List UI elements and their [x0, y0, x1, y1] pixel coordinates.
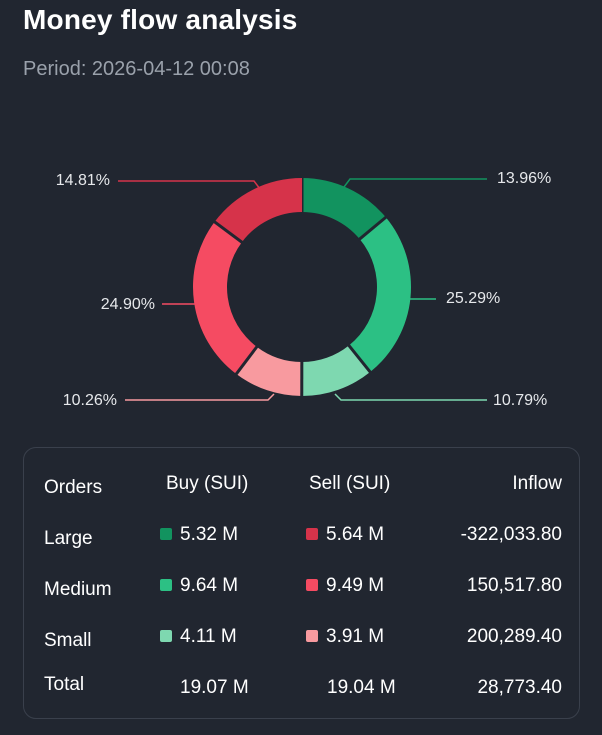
money-flow-donut-chart: 13.96% 25.29% 10.79% 10.26% 24.90% 14.81%	[56, 170, 552, 409]
header-sell: Sell (SUI)	[309, 473, 391, 494]
leader-line-large-buy	[343, 178, 487, 188]
row-total-label: Total	[44, 674, 85, 695]
slice-label-small-sell: 10.26%	[63, 392, 117, 409]
large-sell-swatch	[306, 528, 318, 540]
slice-label-medium-sell: 24.90%	[101, 296, 155, 313]
period-label: Period: 2026-04-12 00:08	[23, 58, 250, 80]
row-large-buy: 5.32 M	[160, 524, 238, 546]
row-medium-buy: 9.64 M	[160, 575, 238, 597]
donut-slice-large-sell	[214, 178, 302, 243]
row-medium-inflow: 150,517.80	[466, 575, 562, 596]
donut-separator	[212, 219, 245, 245]
donut-separator	[346, 343, 373, 375]
leader-line-large-sell	[118, 180, 261, 190]
row-total-buy: 19.07 M	[180, 677, 249, 698]
leader-line-small-sell	[125, 393, 275, 401]
header-inflow: Inflow	[512, 473, 562, 494]
row-medium-sell: 9.49 M	[306, 575, 384, 597]
row-small-buy-value: 4.11 M	[180, 626, 237, 647]
page-title: Money flow analysis	[23, 4, 298, 35]
row-medium-sell-value: 9.49 M	[326, 575, 385, 596]
donut-slice-large-buy	[302, 178, 386, 240]
money-flow-table: Orders Buy (SUI) Sell (SUI) Inflow Large…	[23, 447, 580, 719]
leader-line-small-buy	[334, 393, 487, 401]
slice-label-small-buy: 10.79%	[493, 392, 547, 409]
row-medium-label: Medium	[44, 579, 112, 600]
donut-separator	[233, 344, 260, 377]
row-large-buy-value: 5.32 M	[180, 524, 239, 545]
row-large-sell: 5.64 M	[306, 524, 384, 546]
row-small-sell-value: 3.91 M	[326, 626, 385, 647]
medium-buy-swatch	[160, 579, 172, 591]
row-medium-buy-value: 9.64 M	[180, 575, 239, 596]
row-small-sell: 3.91 M	[306, 626, 384, 648]
slice-label-medium-buy: 25.29%	[446, 290, 500, 307]
row-total-inflow: 28,773.40	[477, 677, 562, 698]
donut-slice-medium-sell	[193, 221, 257, 374]
donut-slice-small-buy	[301, 345, 371, 396]
row-large-inflow: -322,033.80	[460, 524, 562, 545]
large-buy-swatch	[160, 528, 172, 540]
row-large-sell-value: 5.64 M	[326, 524, 385, 545]
row-small-label: Small	[44, 630, 92, 651]
slice-label-large-sell: 14.81%	[56, 172, 110, 189]
row-large-label: Large	[44, 528, 93, 549]
donut-slice-small-sell	[236, 346, 302, 396]
header-orders: Orders	[44, 477, 103, 498]
donut-slice-medium-buy	[348, 217, 411, 373]
small-buy-swatch	[160, 630, 172, 642]
small-sell-swatch	[306, 630, 318, 642]
row-small-buy: 4.11 M	[160, 626, 237, 648]
header-buy: Buy (SUI)	[166, 473, 249, 494]
donut-separator	[357, 214, 389, 242]
medium-sell-swatch	[306, 579, 318, 591]
row-small-inflow: 200,289.40	[466, 626, 562, 647]
row-total-sell: 19.04 M	[327, 677, 396, 698]
slice-label-large-buy: 13.96%	[497, 170, 551, 187]
